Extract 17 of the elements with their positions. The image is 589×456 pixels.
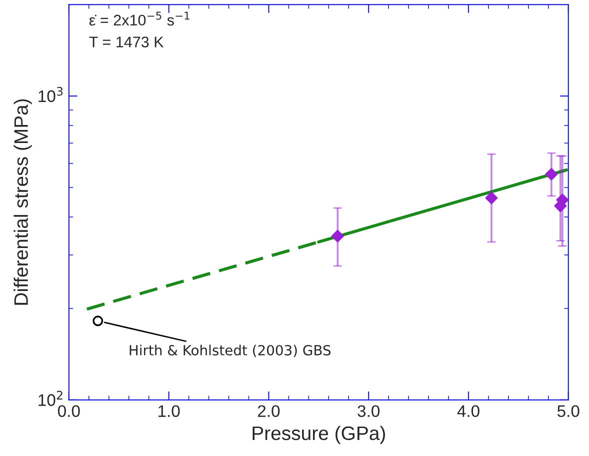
- annotation: T = 1473 K: [89, 36, 164, 48]
- x-tick-label: 1.0: [158, 405, 180, 418]
- y-tick-label: 10$^{2}$: [38, 390, 62, 406]
- point: [92, 316, 104, 326]
- point: [485, 192, 498, 204]
- x-tick-label: 3.0: [358, 405, 380, 418]
- point: [545, 168, 558, 180]
- x-tick-label: 0.0: [58, 405, 80, 418]
- x-tick-label: 5.0: [557, 405, 580, 418]
- x-tick-label: 4.0: [457, 405, 480, 418]
- annotation: ε̇ = 2x10$^{−5}$ s$^{−1}$: [89, 12, 190, 26]
- y-tick-label: 10$^{3}$: [38, 86, 63, 102]
- y-axis-title: Differential stress (MPa): [14, 99, 32, 305]
- point: [331, 230, 344, 242]
- x-axis-title: Pressure (GPa): [252, 426, 385, 444]
- annotation: Hirth & Kohlstedt (2003) GBS: [130, 344, 331, 358]
- x-tick-label: 2.0: [258, 405, 280, 418]
